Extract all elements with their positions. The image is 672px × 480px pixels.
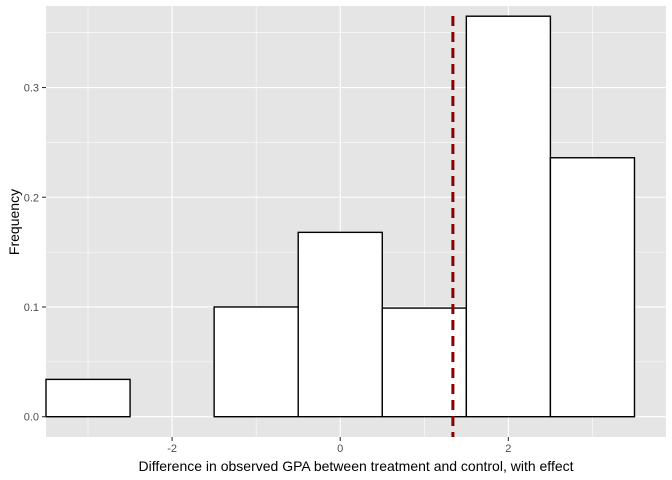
y-tick-label: 0.0 [24,412,39,424]
x-tick-label: -2 [167,443,177,455]
histogram-bar [465,15,552,418]
y-axis-title: Frequency [6,189,22,255]
y-tick-label: 0.2 [24,192,39,204]
histogram-bar [549,157,636,418]
x-axis-title: Difference in observed GPA between treat… [138,458,573,474]
y-tick-label: 0.3 [24,83,39,95]
y-tick-label: 0.1 [24,302,39,314]
histogram-bar [45,378,131,418]
y-axis: 0.0 0.1 0.2 0.3 [24,83,46,424]
x-axis: -2 0 2 [167,437,511,455]
histogram-bar [297,231,383,418]
histogram-bar [213,306,299,418]
histogram-bars [45,15,636,418]
x-tick-label: 0 [337,443,343,455]
x-tick-label: 2 [505,443,511,455]
